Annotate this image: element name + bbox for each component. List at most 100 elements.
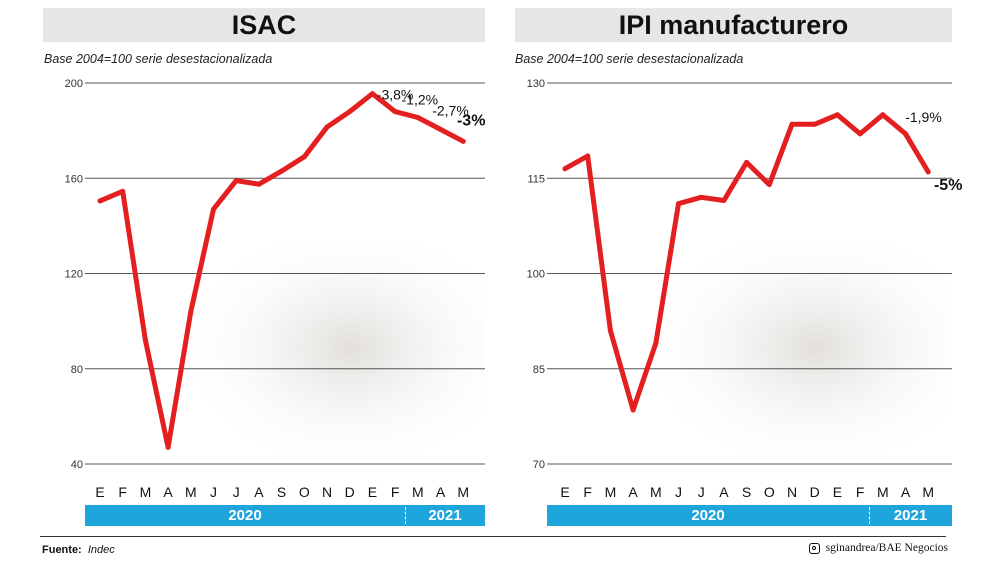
- data-point: [120, 188, 126, 194]
- chart-subtitle: Base 2004=100 serie desestacionalizada: [515, 52, 744, 66]
- x-tick-label: E: [560, 484, 569, 500]
- data-point: [233, 178, 239, 184]
- year-bar: 2020 2021: [547, 505, 952, 526]
- data-point: [256, 181, 262, 187]
- data-point: [165, 444, 171, 450]
- x-tick-label: E: [833, 484, 842, 500]
- y-tick-label: 160: [65, 173, 83, 185]
- y-tick-label: 115: [527, 173, 545, 185]
- year-label-2021: 2021: [893, 507, 928, 524]
- data-point: [347, 109, 353, 115]
- x-tick-label: M: [605, 484, 617, 500]
- data-point: [812, 121, 818, 127]
- annotation-label: -3,8%: [377, 87, 414, 103]
- data-point: [789, 121, 795, 127]
- x-tick-label: J: [675, 484, 682, 500]
- data-point: [301, 154, 307, 160]
- data-point: [415, 115, 421, 121]
- chart-subtitle: Base 2004=100 serie desestacionalizada: [44, 52, 273, 66]
- x-tick-label: A: [901, 484, 911, 500]
- y-tick-label: 85: [533, 364, 545, 376]
- x-tick-label: J: [210, 484, 217, 500]
- chart-title: ISAC: [43, 8, 485, 42]
- x-tick-label: F: [583, 484, 592, 500]
- x-tick-label: F: [391, 484, 400, 500]
- annotation-label: -2,7%: [432, 102, 469, 118]
- year-separator: [405, 507, 406, 524]
- data-point: [676, 201, 681, 207]
- chart-title: IPI manufacturero: [515, 8, 952, 42]
- x-tick-label: O: [764, 484, 775, 500]
- y-tick-label: 40: [71, 459, 83, 471]
- x-tick-label: D: [345, 484, 355, 500]
- source-label: Fuente:: [42, 544, 82, 556]
- data-point: [438, 126, 443, 132]
- data-point: [460, 138, 466, 144]
- data-point: [324, 124, 330, 130]
- data-point: [744, 159, 750, 165]
- data-point: [834, 112, 840, 118]
- x-tick-label: A: [719, 484, 729, 500]
- data-point: [562, 166, 568, 172]
- x-tick-label: M: [650, 484, 662, 500]
- x-tick-label: E: [368, 484, 377, 500]
- credit: sginandrea/BAE Negocios: [808, 542, 948, 554]
- instagram-icon: [808, 542, 820, 554]
- x-tick-label: J: [233, 484, 240, 500]
- data-point: [279, 168, 285, 174]
- year-separator: [869, 507, 870, 524]
- data-point: [607, 328, 613, 334]
- y-tick-label: 200: [65, 78, 83, 90]
- data-point: [880, 112, 886, 118]
- credit-text: sginandrea/BAE Negocios: [825, 542, 948, 554]
- data-point: [721, 197, 727, 203]
- ipi-chart-panel: IPI manufacturero Base 2004=100 serie de…: [505, 0, 975, 530]
- data-point: [857, 131, 863, 137]
- x-tick-label: A: [628, 484, 638, 500]
- x-tick-label: F: [118, 484, 127, 500]
- data-point: [925, 169, 931, 175]
- x-tick-label: A: [163, 484, 173, 500]
- x-tick-label: J: [698, 484, 705, 500]
- annotation-label: -5%: [934, 177, 962, 194]
- x-tick-label: M: [877, 484, 889, 500]
- year-label-2020: 2020: [228, 507, 262, 524]
- data-point: [142, 337, 148, 343]
- source-note: Fuente: Indec: [42, 544, 115, 556]
- x-tick-label: S: [742, 484, 751, 500]
- source-value: Indec: [87, 544, 115, 556]
- y-tick-label: 120: [65, 269, 83, 281]
- isac-chart-panel: ISAC Base 2004=100 serie desestacionaliz…: [30, 0, 500, 530]
- x-tick-label: A: [436, 484, 446, 500]
- x-tick-label: M: [412, 484, 424, 500]
- y-tick-label: 80: [71, 364, 83, 376]
- x-tick-label: O: [299, 484, 310, 500]
- data-point: [766, 182, 772, 188]
- x-tick-label: A: [254, 484, 264, 500]
- annotation-label: -3%: [457, 112, 485, 129]
- data-point: [392, 109, 398, 115]
- data-point: [369, 91, 375, 97]
- x-tick-label: F: [856, 484, 865, 500]
- x-tick-label: M: [922, 484, 934, 500]
- data-point: [698, 194, 704, 200]
- data-point: [188, 309, 194, 315]
- x-tick-label: S: [277, 484, 286, 500]
- data-point: [585, 153, 591, 159]
- data-point: [211, 206, 216, 212]
- background-photo-area: [647, 240, 952, 455]
- x-tick-label: M: [185, 484, 197, 500]
- year-label-2020: 2020: [691, 507, 725, 524]
- background-photo-area: [185, 240, 485, 455]
- x-tick-label: M: [457, 484, 469, 500]
- data-point: [630, 407, 636, 413]
- year-bar: 2020 2021: [85, 505, 485, 526]
- year-label-2021: 2021: [428, 507, 462, 524]
- x-tick-label: N: [322, 484, 332, 500]
- data-point: [903, 131, 908, 137]
- x-tick-label: E: [95, 484, 104, 500]
- x-tick-label: M: [140, 484, 152, 500]
- annotation-label: -1,9%: [905, 109, 942, 125]
